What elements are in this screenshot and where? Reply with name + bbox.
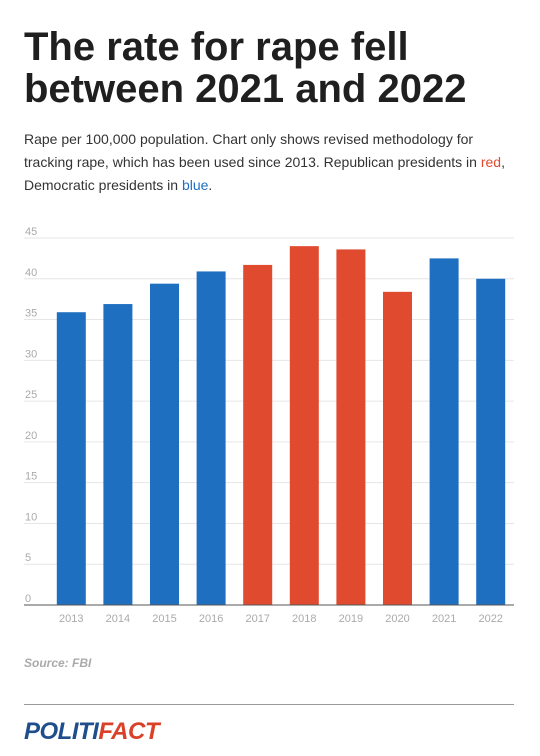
- y-tick-label: 20: [25, 430, 37, 442]
- source-note: Source: FBI: [24, 656, 92, 670]
- bar-2022: [476, 278, 506, 605]
- subtitle-blue-word: blue: [181, 177, 209, 193]
- y-tick-label: 15: [25, 471, 37, 483]
- y-tick-label: 25: [25, 389, 37, 401]
- x-tick-label: 2022: [478, 613, 502, 625]
- bar-2016: [196, 271, 226, 605]
- y-tick-label: 35: [25, 308, 37, 320]
- chart-subtitle: Rape per 100,000 population. Chart only …: [24, 128, 519, 197]
- y-tick-label: 30: [25, 348, 37, 360]
- y-tick-label: 10: [25, 511, 37, 523]
- bar-chart: 0 5 10 15 20 25 30 35 40 45 2013 2014 2015 2016 2017 20…: [24, 226, 514, 625]
- subtitle-end: .: [208, 177, 213, 193]
- x-tick-label: 2021: [432, 613, 456, 625]
- footer-divider: [24, 704, 514, 705]
- bar-2014: [103, 304, 133, 605]
- y-tick-label: 40: [25, 267, 37, 279]
- chart-title: The rate for rape fell between 2021 and …: [24, 25, 467, 111]
- x-tick-label: 2017: [245, 613, 269, 625]
- bar-2020: [383, 291, 412, 605]
- x-tick-label: 2014: [106, 613, 130, 625]
- y-tick-label: 45: [25, 226, 37, 238]
- y-tick-label: 5: [25, 552, 31, 564]
- politifact-logo: POLITIFACT: [24, 718, 160, 746]
- bar-2018: [289, 246, 319, 605]
- bar-2021: [429, 258, 459, 605]
- x-tick-label: 2013: [59, 613, 83, 625]
- x-tick-label: 2020: [385, 613, 409, 625]
- bar-2017: [243, 264, 273, 605]
- subtitle-mid: , Democratic presidents in: [24, 154, 505, 193]
- bar-2015: [150, 283, 179, 605]
- subtitle-main: Rape per 100,000 population. Chart only …: [24, 131, 481, 170]
- y-tick-label: 0: [25, 593, 31, 605]
- bar-2013: [56, 312, 86, 605]
- x-tick-label: 2018: [292, 613, 316, 625]
- logo-part-1: POLITI: [24, 718, 99, 745]
- x-tick-label: 2015: [152, 613, 176, 625]
- logo-part-2: FACT: [98, 718, 160, 745]
- subtitle-red-word: red: [480, 154, 502, 170]
- bar-2019: [336, 249, 366, 605]
- x-tick-label: 2019: [339, 613, 363, 625]
- x-tick-label: 2016: [199, 613, 223, 625]
